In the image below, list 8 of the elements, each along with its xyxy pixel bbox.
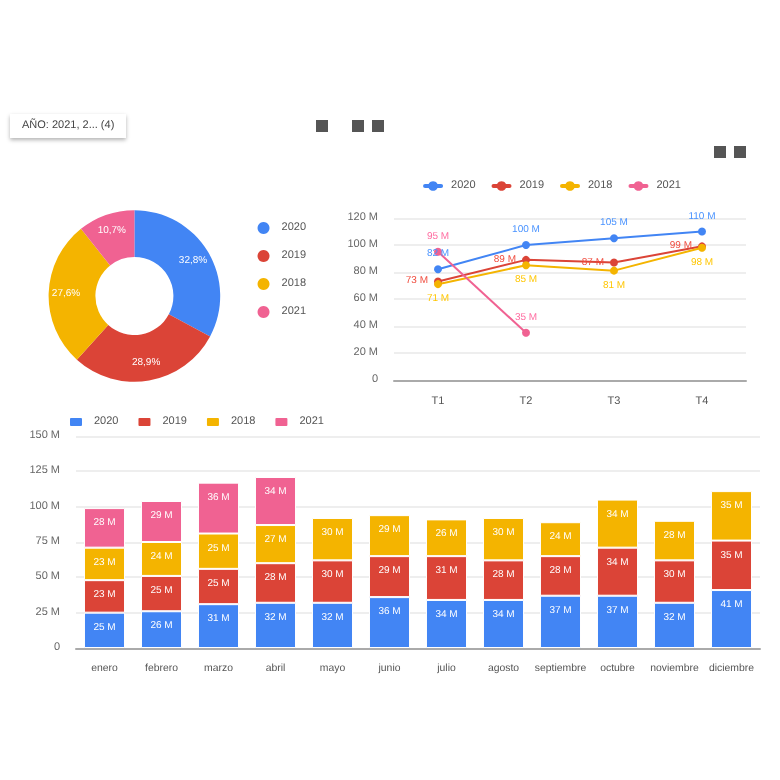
point xyxy=(522,261,530,270)
point xyxy=(698,227,706,236)
point xyxy=(610,234,618,243)
point xyxy=(522,241,530,249)
point xyxy=(610,258,618,267)
point xyxy=(522,328,530,337)
point xyxy=(434,265,442,274)
point xyxy=(610,266,618,275)
